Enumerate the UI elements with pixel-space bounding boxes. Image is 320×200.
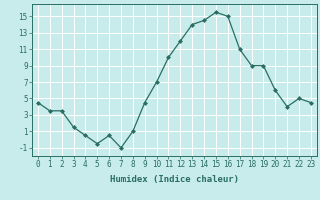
X-axis label: Humidex (Indice chaleur): Humidex (Indice chaleur): [110, 175, 239, 184]
